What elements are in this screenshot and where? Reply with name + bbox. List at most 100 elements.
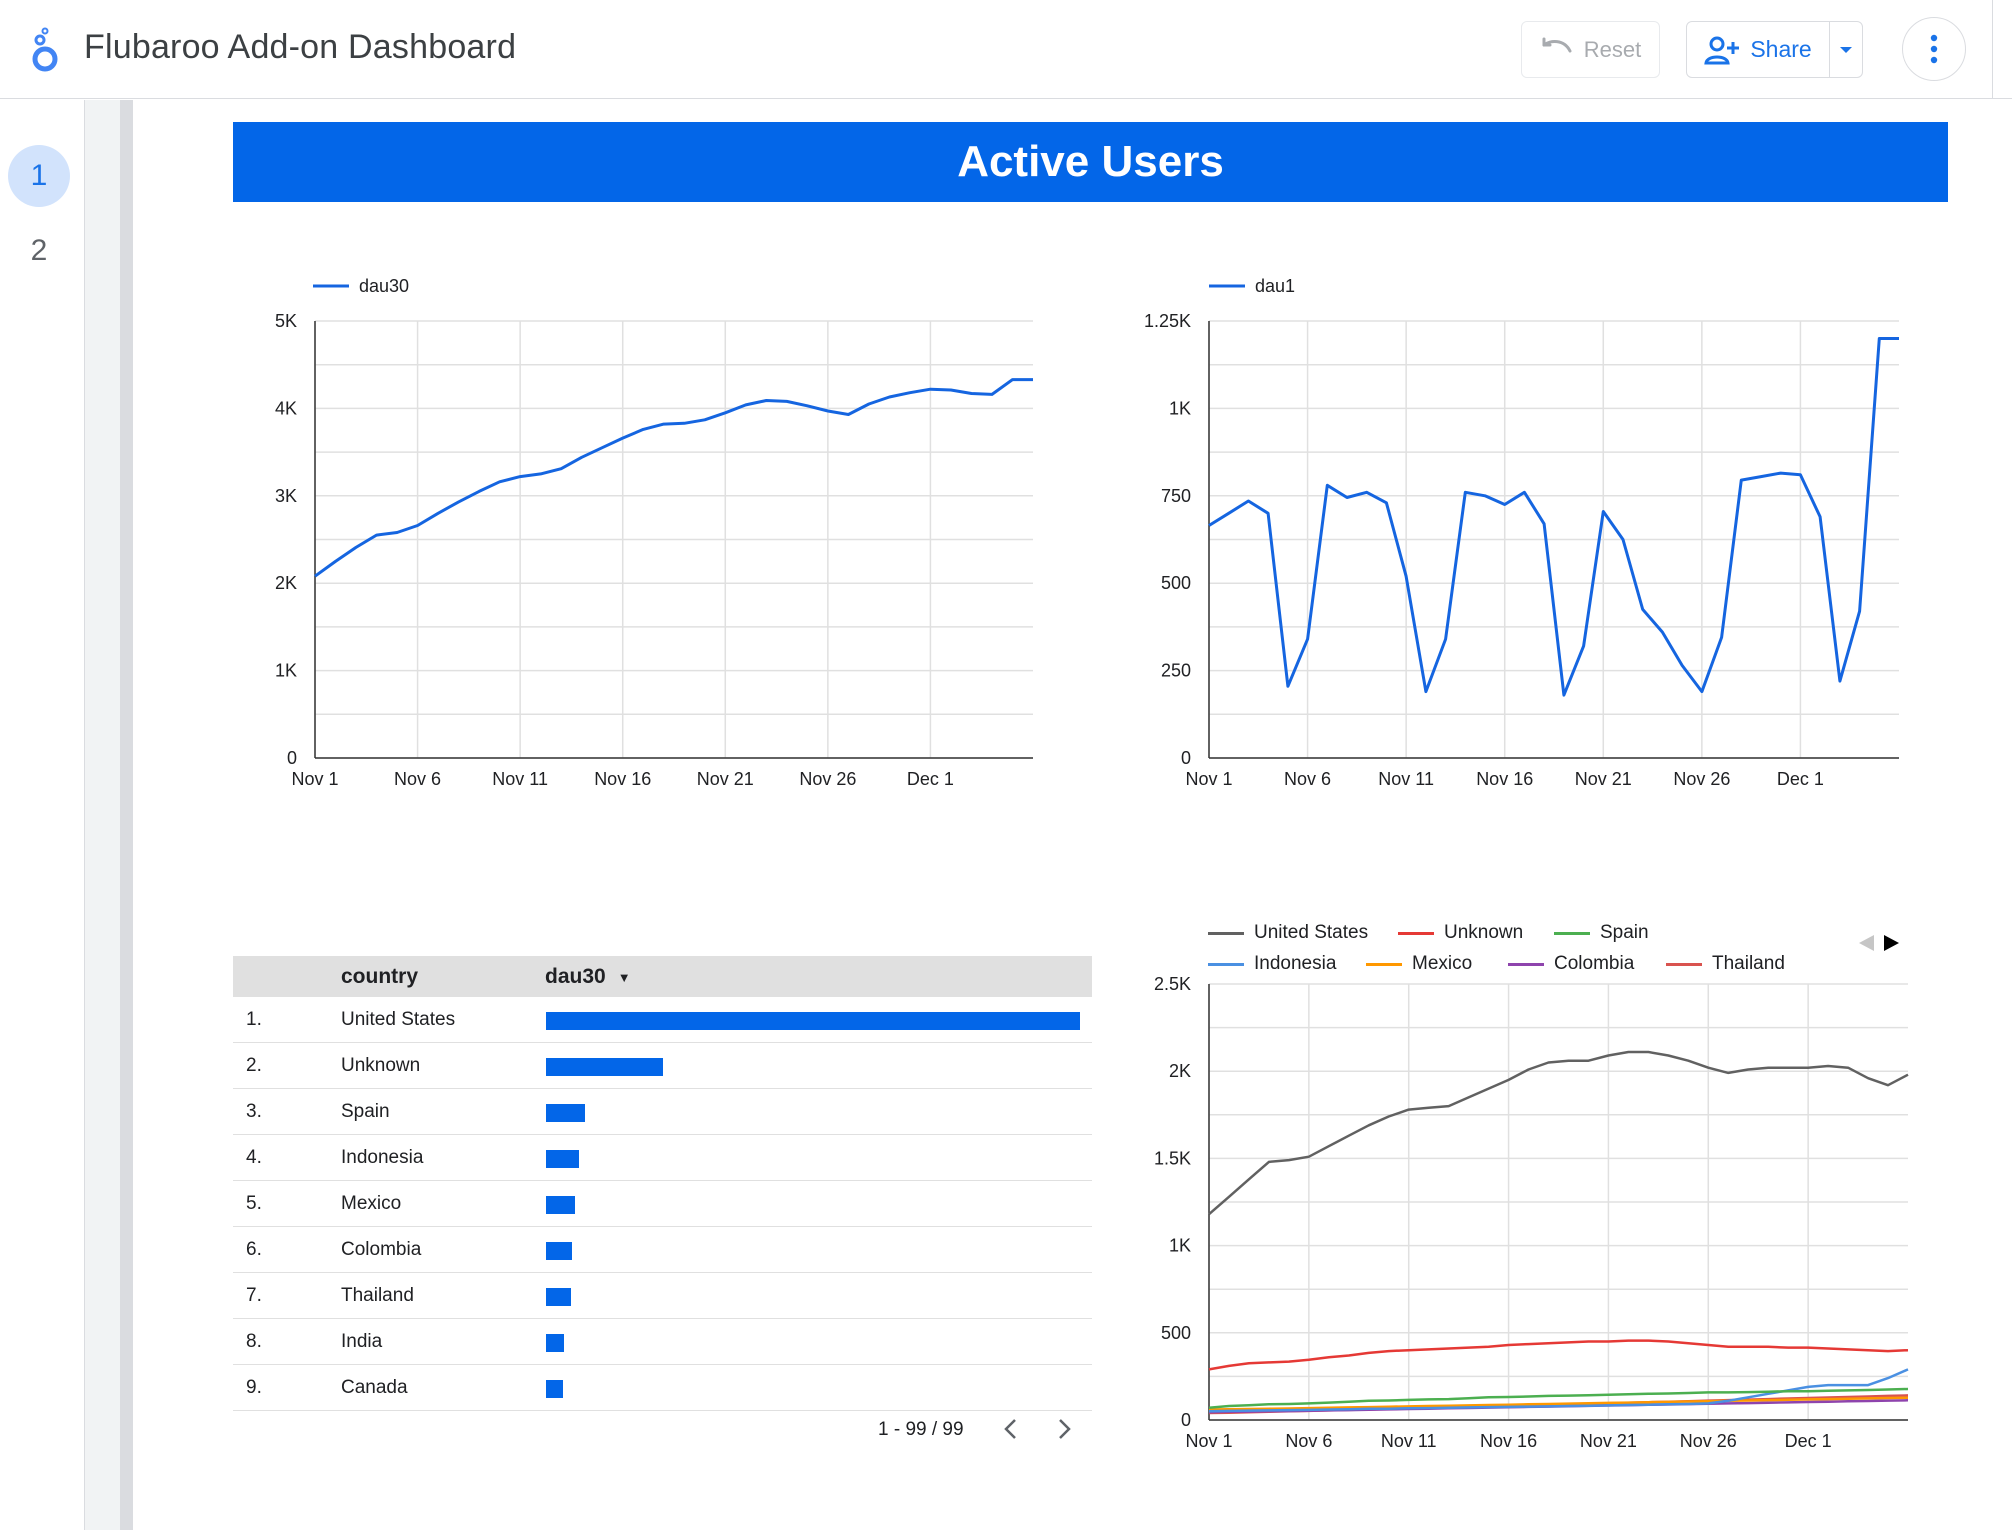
page-1-tab[interactable]: 1 [8, 145, 70, 207]
legend-item-united-states[interactable]: United States [1208, 922, 1368, 944]
legend-item-spain[interactable]: Spain [1554, 922, 1649, 944]
y-tick-label: 1.25K [1144, 311, 1191, 331]
table-row[interactable]: 9. Canada [233, 1365, 1092, 1411]
legend-label: Colombia [1554, 953, 1635, 974]
row-rank: 3. [246, 1101, 262, 1122]
table-row[interactable]: 7. Thailand [233, 1273, 1092, 1319]
row-rank: 9. [246, 1377, 262, 1398]
x-tick-label: Dec 1 [1777, 769, 1824, 789]
y-tick-label: 1K [1169, 398, 1191, 418]
row-country: Unknown [341, 1055, 421, 1076]
x-tick-label: Nov 21 [697, 769, 754, 789]
legend-label: dau30 [359, 276, 409, 296]
divider [1992, 0, 1993, 99]
page-navigation: 1 2 [0, 100, 84, 1530]
row-rank: 5. [246, 1193, 262, 1214]
share-button[interactable]: Share [1687, 22, 1830, 77]
row-country: United States [341, 1009, 456, 1030]
looker-studio-logo-icon[interactable] [26, 26, 66, 74]
series-line-unknown [1208, 1339, 1909, 1371]
x-tick-label: Dec 1 [1785, 1431, 1832, 1451]
x-tick-label: Nov 6 [1284, 769, 1331, 789]
share-button-group: Share [1686, 21, 1863, 78]
pagination-text: 1 - 99 / 99 [878, 1419, 964, 1440]
x-tick-label: Nov 21 [1575, 769, 1632, 789]
row-dau30-bar [546, 1058, 663, 1076]
row-rank: 4. [246, 1147, 262, 1168]
legend-swatch [1208, 962, 1244, 966]
page-2-tab[interactable]: 2 [30, 234, 48, 267]
share-dropdown-button[interactable] [1830, 22, 1862, 77]
canvas-gutter-edge [120, 100, 133, 1530]
row-dau30-bar [546, 1104, 585, 1122]
table-pagination: 1 - 99 / 99 [233, 1414, 1092, 1444]
column-header-country[interactable]: country [341, 965, 419, 988]
x-tick-label: Nov 11 [492, 769, 548, 789]
legend-swatch [1398, 931, 1434, 935]
series-line-mexico [1208, 1396, 1909, 1411]
legend-swatch [1508, 962, 1544, 966]
legend-item-unknown[interactable]: Unknown [1398, 922, 1523, 944]
y-tick-label: 2K [1169, 1061, 1191, 1081]
more-options-button[interactable] [1902, 17, 1966, 81]
x-tick-label: Nov 16 [1476, 769, 1533, 789]
table-row[interactable]: 2. Unknown [233, 1043, 1092, 1089]
y-tick-label: 500 [1161, 1323, 1191, 1343]
legend-item-thailand[interactable]: Thailand [1666, 953, 1785, 975]
next-page-button[interactable] [1051, 1414, 1079, 1444]
previous-page-button[interactable] [996, 1414, 1024, 1444]
y-tick-label: 500 [1161, 573, 1191, 593]
y-tick-label: 5K [275, 311, 297, 331]
chevron-right-icon [1059, 1419, 1071, 1439]
share-label: Share [1750, 36, 1812, 62]
legend-item-mexico[interactable]: Mexico [1366, 953, 1472, 975]
row-dau30-bar [546, 1380, 563, 1398]
y-tick-label: 0 [1181, 748, 1191, 768]
add-person-icon [1704, 36, 1740, 64]
top-bar: Flubaroo Add-on Dashboard Reset Share [0, 0, 2012, 99]
y-tick-label: 3K [275, 486, 297, 506]
table-row[interactable]: 1. United States [233, 997, 1092, 1043]
country-table: country dau30 ▼ 1. United States 2. Unknown… [233, 956, 1092, 1411]
legend-prev-icon[interactable] [1856, 933, 1876, 953]
y-tick-label: 0 [287, 748, 297, 768]
row-dau30-bar [546, 1288, 571, 1306]
table-row[interactable]: 3. Spain [233, 1089, 1092, 1135]
table-body: 1. United States 2. Unknown 3. Spain 4. Indones… [233, 997, 1092, 1411]
x-tick-label: Nov 16 [594, 769, 651, 789]
legend-item-colombia[interactable]: Colombia [1508, 953, 1634, 975]
x-tick-label: Nov 26 [1680, 1431, 1737, 1451]
x-tick-label: Nov 6 [1285, 1431, 1332, 1451]
row-dau30-bar [546, 1150, 579, 1168]
column-header-dau30[interactable]: dau30 ▼ [545, 965, 631, 989]
caret-down-icon [1840, 46, 1852, 53]
x-tick-label: Nov 1 [291, 769, 338, 789]
series-line-spain [1208, 1387, 1909, 1410]
table-row[interactable]: 8. India [233, 1319, 1092, 1365]
x-tick-label: Nov 16 [1480, 1431, 1537, 1451]
table-row[interactable]: 4. Indonesia [233, 1135, 1092, 1181]
legend-label: Thailand [1712, 953, 1785, 974]
legend-label: United States [1254, 922, 1369, 943]
report-title[interactable]: Flubaroo Add-on Dashboard [84, 28, 517, 66]
table-row[interactable]: 5. Mexico [233, 1181, 1092, 1227]
row-country: Thailand [341, 1285, 414, 1306]
country-line-chart[interactable]: Nov 1 Nov 6 Nov 11 Nov 16 Nov 21 Nov 26 Dec 1 0… [1126, 960, 1916, 1490]
row-dau30-bar [546, 1334, 564, 1352]
legend-label: Spain [1600, 922, 1649, 943]
row-country: Colombia [341, 1239, 422, 1260]
series-line-dau30 [314, 378, 1033, 578]
y-tick-label: 250 [1161, 661, 1191, 681]
row-country: Indonesia [341, 1147, 424, 1168]
series-line-indonesia [1208, 1368, 1909, 1413]
row-country: Spain [341, 1101, 390, 1122]
row-dau30-bar [546, 1196, 575, 1214]
series-line-dau1 [1208, 337, 1899, 697]
table-row[interactable]: 6. Colombia [233, 1227, 1092, 1273]
dau1-line-chart[interactable]: Nov 1 Nov 6 Nov 11 Nov 16 Nov 21 Nov 26 Dec 1 0… [1126, 268, 1906, 808]
legend-next-icon[interactable] [1882, 933, 1902, 953]
dau30-line-chart[interactable]: Nov 1 Nov 6 Nov 11 Nov 16 Nov 21 Nov 26 Dec 1 0… [275, 268, 1050, 808]
row-rank: 8. [246, 1331, 262, 1352]
reset-button[interactable]: Reset [1521, 21, 1660, 78]
legend-item-indonesia[interactable]: Indonesia [1208, 953, 1336, 975]
